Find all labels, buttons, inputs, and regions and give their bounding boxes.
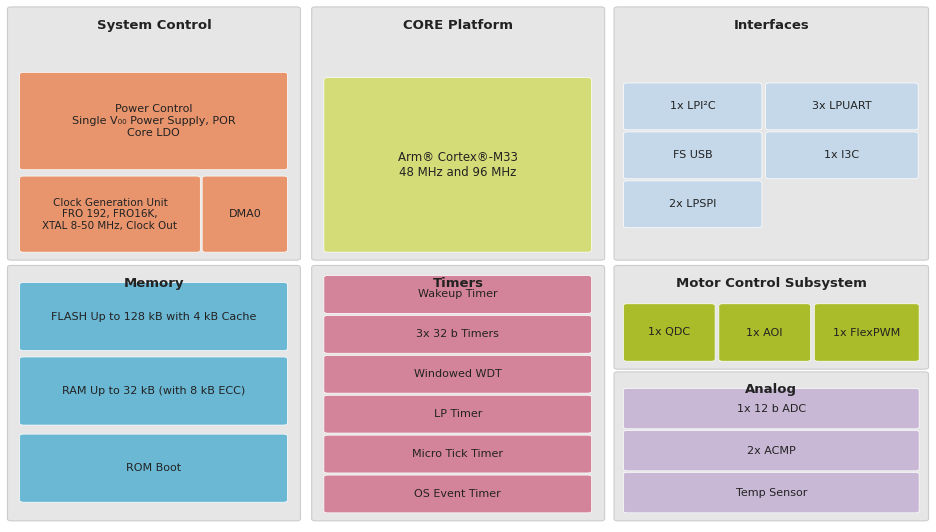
Text: OS Event Timer: OS Event Timer	[415, 489, 501, 499]
Text: Power Control
Single V₀₀ Power Supply, POR
Core LDO: Power Control Single V₀₀ Power Supply, P…	[72, 104, 235, 138]
FancyBboxPatch shape	[623, 83, 762, 130]
FancyBboxPatch shape	[20, 72, 287, 170]
Text: DMA0: DMA0	[228, 209, 261, 219]
FancyBboxPatch shape	[324, 475, 592, 513]
Text: 1x I3C: 1x I3C	[825, 151, 859, 160]
FancyBboxPatch shape	[324, 276, 592, 313]
Text: 3x 32 b Timers: 3x 32 b Timers	[417, 329, 499, 339]
FancyBboxPatch shape	[324, 355, 592, 393]
FancyBboxPatch shape	[623, 388, 919, 429]
FancyBboxPatch shape	[719, 304, 811, 361]
FancyBboxPatch shape	[623, 181, 762, 228]
FancyBboxPatch shape	[324, 395, 592, 433]
FancyBboxPatch shape	[614, 372, 929, 521]
Text: LP Timer: LP Timer	[433, 409, 482, 419]
FancyBboxPatch shape	[20, 282, 287, 351]
FancyBboxPatch shape	[324, 435, 592, 473]
FancyBboxPatch shape	[623, 304, 715, 361]
Text: Analog: Analog	[745, 384, 797, 396]
Text: Temp Sensor: Temp Sensor	[736, 488, 807, 497]
Text: Micro Tick Timer: Micro Tick Timer	[412, 449, 504, 459]
Text: FS USB: FS USB	[673, 151, 712, 160]
FancyBboxPatch shape	[766, 83, 918, 130]
Text: Motor Control Subsystem: Motor Control Subsystem	[676, 277, 867, 290]
FancyBboxPatch shape	[20, 357, 287, 425]
Text: Memory: Memory	[124, 277, 184, 290]
Text: Windowed WDT: Windowed WDT	[414, 369, 502, 379]
FancyBboxPatch shape	[324, 315, 592, 353]
FancyBboxPatch shape	[766, 132, 918, 179]
FancyBboxPatch shape	[20, 434, 287, 502]
FancyBboxPatch shape	[20, 176, 200, 252]
Text: 1x 12 b ADC: 1x 12 b ADC	[737, 404, 806, 413]
Text: Clock Generation Unit
FRO 192, FRO16K,
XTAL 8-50 MHz, Clock Out: Clock Generation Unit FRO 192, FRO16K, X…	[42, 197, 178, 231]
FancyBboxPatch shape	[7, 265, 300, 521]
FancyBboxPatch shape	[614, 265, 929, 369]
Text: FLASH Up to 128 kB with 4 kB Cache: FLASH Up to 128 kB with 4 kB Cache	[51, 312, 256, 321]
FancyBboxPatch shape	[623, 132, 762, 179]
FancyBboxPatch shape	[814, 304, 919, 361]
FancyBboxPatch shape	[623, 472, 919, 513]
Text: 1x AOI: 1x AOI	[747, 328, 782, 337]
Text: 2x LPSPI: 2x LPSPI	[669, 200, 716, 209]
FancyBboxPatch shape	[312, 265, 605, 521]
FancyBboxPatch shape	[324, 78, 592, 252]
FancyBboxPatch shape	[312, 7, 605, 260]
Text: 1x QDC: 1x QDC	[648, 328, 691, 337]
Text: Timers: Timers	[432, 277, 484, 290]
Text: 1x FlexPWM: 1x FlexPWM	[833, 328, 900, 337]
Text: RAM Up to 32 kB (with 8 kB ECC): RAM Up to 32 kB (with 8 kB ECC)	[62, 386, 245, 396]
Text: Interfaces: Interfaces	[734, 19, 809, 31]
Text: Wakeup Timer: Wakeup Timer	[417, 289, 498, 300]
Text: 1x LPI²C: 1x LPI²C	[670, 102, 715, 111]
Text: 3x LPUART: 3x LPUART	[812, 102, 871, 111]
Text: ROM Boot: ROM Boot	[126, 463, 181, 473]
FancyBboxPatch shape	[623, 430, 919, 471]
Text: CORE Platform: CORE Platform	[403, 19, 513, 31]
FancyBboxPatch shape	[614, 7, 929, 260]
FancyBboxPatch shape	[7, 7, 300, 260]
Text: System Control: System Control	[96, 19, 212, 31]
Text: Arm® Cortex®-M33
48 MHz and 96 MHz: Arm® Cortex®-M33 48 MHz and 96 MHz	[398, 151, 518, 179]
Text: 2x ACMP: 2x ACMP	[747, 446, 796, 455]
FancyBboxPatch shape	[202, 176, 287, 252]
